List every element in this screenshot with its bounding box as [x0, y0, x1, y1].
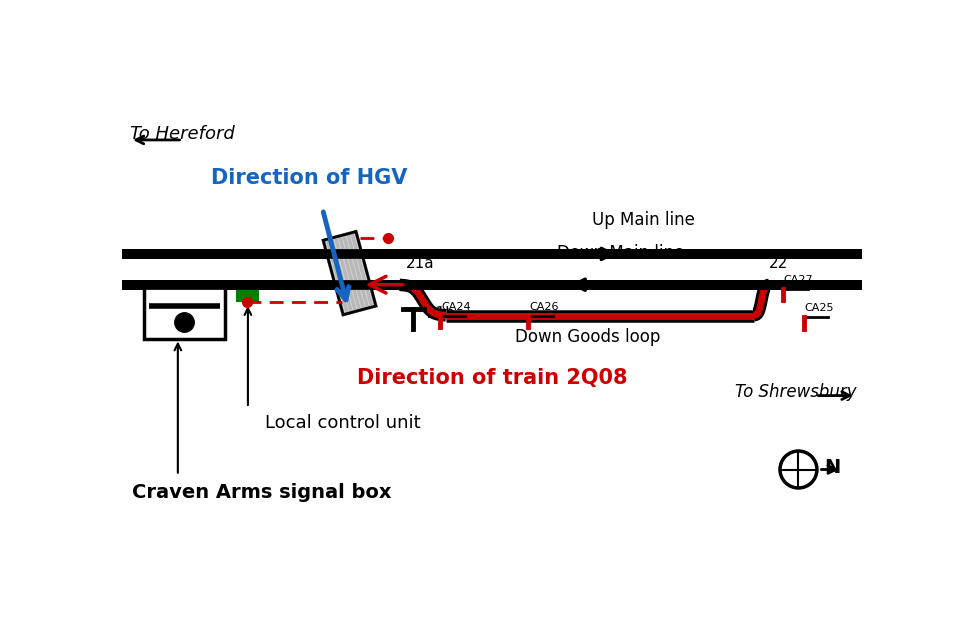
Text: CA27: CA27: [783, 275, 813, 285]
Text: 21b: 21b: [426, 307, 456, 321]
Text: CA25: CA25: [804, 303, 834, 313]
Bar: [144, 286, 225, 339]
Text: Craven Arms signal box: Craven Arms signal box: [132, 483, 391, 502]
Polygon shape: [324, 232, 376, 315]
Text: 22: 22: [769, 256, 788, 271]
Text: Down Goods loop: Down Goods loop: [516, 328, 660, 346]
Bar: [236, 285, 259, 303]
Text: Down Main line: Down Main line: [558, 244, 684, 262]
Text: N: N: [825, 458, 841, 477]
Text: Direction of train 2Q08: Direction of train 2Q08: [357, 368, 627, 388]
Text: 21a: 21a: [406, 256, 434, 271]
Text: Local control unit: Local control unit: [265, 414, 420, 432]
Text: Up Main line: Up Main line: [592, 211, 695, 229]
Text: CA26: CA26: [529, 301, 559, 312]
Text: To Shrewsbury: To Shrewsbury: [734, 383, 856, 401]
Text: CA24: CA24: [442, 301, 470, 312]
Text: Direction of HGV: Direction of HGV: [211, 168, 408, 188]
Text: To Hereford: To Hereford: [131, 125, 235, 143]
